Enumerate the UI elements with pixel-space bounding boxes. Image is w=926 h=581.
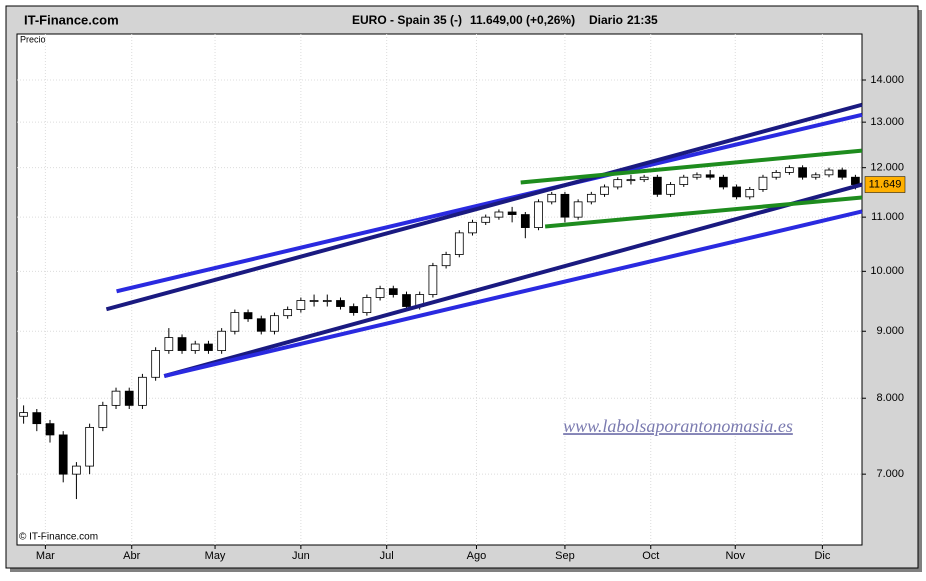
trend-line [163,182,863,378]
candle-body [586,193,596,203]
y-tick-label: 8.000 [876,392,904,404]
x-tick-label: May [205,550,226,562]
x-tick-label: Abr [123,550,140,562]
y-tick-label: 9.000 [876,325,904,337]
candle-body [481,216,491,223]
candle-body [124,390,134,406]
x-tick-label: Jul [380,550,394,562]
candle-body [388,288,398,295]
candle-body [652,176,662,195]
y-tick-label: 13.000 [870,116,904,128]
candle-body [402,294,411,307]
candle-body [349,306,359,314]
copyright: © IT-Finance.com [19,532,98,543]
candle-body [85,426,94,467]
trend-line [163,209,863,379]
candle-body [441,254,451,267]
candle-body [190,343,200,351]
y-tick-label: 7.000 [876,468,904,480]
candle-body [270,315,279,332]
last-price-label: 11.649 [869,178,902,190]
candle-body [573,201,583,218]
candle-body [362,297,372,314]
y-tick-label: 10.000 [870,265,904,277]
quote: 11.649,00 (+0,26%) [470,13,575,27]
candle-body [705,174,715,178]
trend-line [105,102,863,312]
candle-body [639,176,649,181]
candle-body [507,211,517,215]
candle-body [19,412,28,417]
x-tick-label: Dic [814,550,830,562]
instrument: EURO - Spain 35 (-) [352,13,462,27]
watermark: www.labolsaporantonomasia.es [563,416,793,436]
time: 21:35 [627,13,658,27]
candle-body [177,337,187,351]
candle-body [600,186,609,195]
trend-line [544,195,863,229]
candle-body [454,232,464,255]
candle-body [256,318,266,332]
candle-body [151,350,160,378]
candle-body [719,176,728,188]
last-price-box [864,176,906,193]
trend-line [116,112,863,294]
candle-body [468,221,477,234]
candle-body [758,176,768,190]
candle-body [666,184,675,195]
candle-body [283,309,293,317]
candle-body [230,312,240,332]
candle-body [745,189,755,198]
candle-body [534,201,543,228]
candle-body [428,265,438,295]
candle-body [771,172,781,178]
candle-body [785,167,794,173]
candle-body [837,169,847,178]
candle-body [613,179,623,188]
candle-body [798,167,807,178]
x-tick-label: Jun [292,550,310,562]
site: IT-Finance.com [24,12,119,27]
candle-body [217,330,227,351]
y-tick-label: 14.000 [870,74,904,86]
candle-body [375,288,385,298]
panel-label: Precio [20,34,46,44]
candle-body [692,174,702,178]
candle-body [626,179,636,182]
candle-body [811,174,821,178]
period: Diario [589,13,623,27]
x-tick-label: Mar [36,550,55,562]
x-tick-label: Nov [725,550,745,562]
candle-body [32,412,42,425]
candle-body [58,434,68,475]
x-tick-label: Sep [555,550,575,562]
candle-body [296,300,306,310]
trend-line [520,148,863,185]
candle-body [111,390,121,406]
candle-body [322,300,332,302]
candle-body [164,337,174,351]
candle-body [824,169,834,176]
candle-body [336,300,345,307]
candle-body [547,193,557,203]
candle-body [560,193,570,218]
candle-body [309,300,319,302]
x-tick-label: Oct [642,550,659,562]
x-tick-label: Ago [467,550,487,562]
plot-area [16,33,863,546]
candle-body [494,211,504,218]
y-tick-label: 12.000 [870,162,904,174]
candle-body [851,176,860,185]
candle-body [45,423,55,436]
y-tick-label: 11.000 [871,211,904,223]
candle-body [138,376,147,406]
candle-body [204,343,213,351]
candle-body [732,186,741,198]
candle-body [520,214,530,228]
candle-body [98,404,108,428]
candle-body [72,465,81,475]
candle-body [243,312,253,320]
candle-body [679,176,689,185]
